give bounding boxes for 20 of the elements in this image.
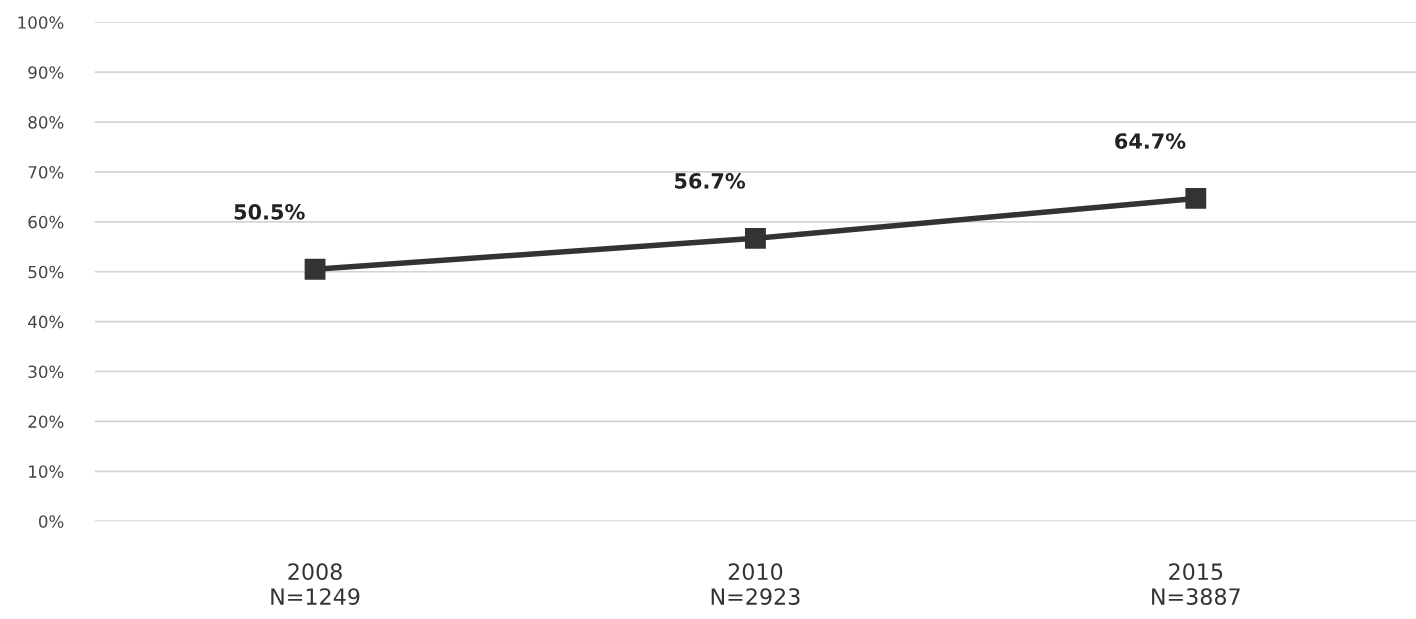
- y-tick-label: 50%: [28, 265, 64, 279]
- y-tick-label: 40%: [28, 315, 64, 329]
- x-tick-label: 2008 N=1249: [271, 563, 360, 605]
- point: [1185, 187, 1207, 209]
- y-tick-label: 0%: [38, 515, 64, 528]
- y-tick-label: 90%: [28, 66, 64, 79]
- data-label: 64.7%: [1115, 133, 1186, 149]
- y-tick-label: 80%: [28, 116, 64, 129]
- y-tick-label: 20%: [28, 415, 64, 428]
- y-tick-label: 100%: [18, 16, 64, 29]
- y-tick-label: 30%: [28, 365, 64, 379]
- point: [745, 227, 766, 249]
- y-tick-label: 70%: [28, 165, 64, 179]
- point: [304, 258, 326, 280]
- x-tick-label: 2015 N=3887: [1152, 563, 1240, 605]
- data-label: 50.5%: [234, 203, 305, 220]
- data-label: 56.7%: [675, 173, 746, 189]
- y-tick-label: 60%: [28, 215, 64, 229]
- y-tick-label: 10%: [29, 465, 64, 478]
- x-tick-label: 2010 N=2923: [711, 563, 800, 605]
